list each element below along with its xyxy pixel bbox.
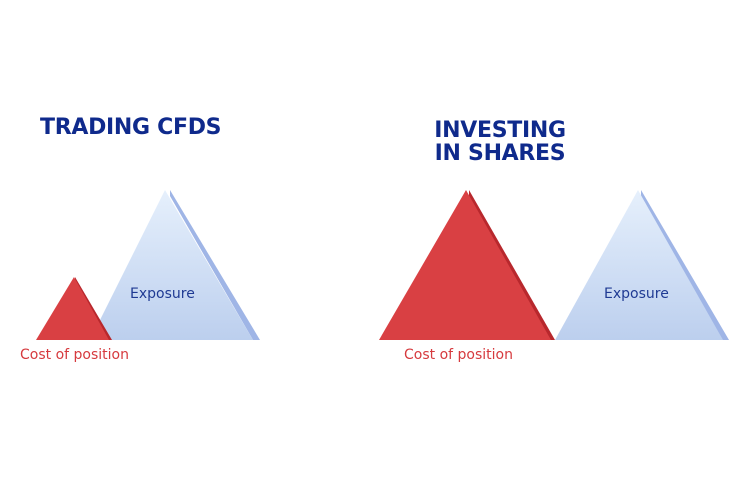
title-line: TRADING CFDS (40, 115, 222, 140)
shares-cost-triangle (379, 190, 551, 340)
shares-exposure-triangle-edge (641, 190, 729, 340)
shares-exposure-label: Exposure (604, 286, 669, 302)
title-line: IN SHARES (434, 141, 566, 166)
shares-triangles-diagram (379, 190, 729, 340)
panel-investing-in-shares: INVESTING IN SHARES Exposure Cost of pos… (375, 0, 750, 483)
shares-cost-label: Cost of position (404, 347, 513, 363)
panel-title-trading-cfds: TRADING CFDS (40, 115, 222, 140)
cfds-exposure-triangle-edge (170, 190, 260, 340)
cfds-cost-label: Cost of position (20, 347, 129, 363)
cfds-cost-triangle (36, 277, 109, 340)
shares-cost-triangle-edge (469, 190, 555, 340)
panel-title-investing-in-shares: INVESTING IN SHARES (250, 119, 750, 165)
shares-exposure-triangle (555, 190, 723, 340)
panel-trading-cfds: TRADING CFDS Exposure Cost of position (20, 115, 260, 363)
cfds-triangles-diagram (36, 190, 260, 340)
cfds-exposure-triangle (90, 190, 253, 340)
cfds-exposure-label: Exposure (130, 286, 195, 302)
cfds-cost-triangle-edge (75, 277, 112, 340)
title-line: INVESTING (434, 118, 566, 143)
